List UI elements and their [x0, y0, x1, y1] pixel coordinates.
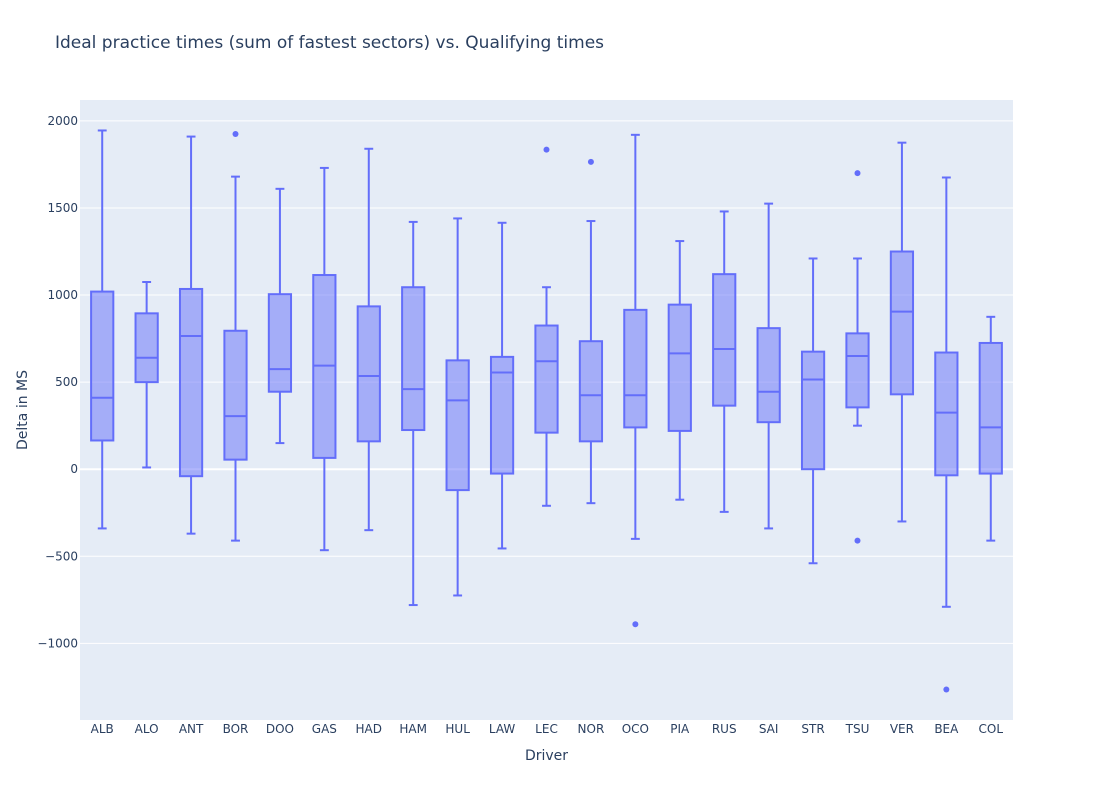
iqr-box [401, 286, 426, 432]
outlier-point [854, 170, 861, 177]
x-tick-label: BEA [934, 722, 959, 736]
box-ant [178, 135, 204, 535]
box-law [489, 221, 515, 550]
x-tick-label: COL [979, 722, 1004, 736]
iqr-box [578, 340, 604, 443]
box-str [800, 257, 826, 565]
iqr-box [756, 327, 781, 424]
x-tick-label: PIA [670, 722, 690, 736]
box-oco [623, 133, 648, 628]
x-tick-label: TSU [845, 722, 870, 736]
iqr-box [223, 329, 248, 461]
y-axis-ticks: −1000 −500 0 500 1000 1500 2000 [37, 114, 78, 650]
y-tick-label: 1000 [47, 288, 78, 302]
x-tick-label: ANT [179, 722, 204, 736]
y-tick-label: 500 [55, 375, 78, 389]
y-tick-label: −500 [45, 549, 78, 563]
iqr-box [534, 324, 559, 434]
y-tick-label: 0 [70, 462, 78, 476]
x-tick-label: HAM [399, 722, 427, 736]
x-axis-title: Driver [525, 748, 568, 764]
chart-title: Ideal practice times (sum of fastest sec… [55, 33, 605, 53]
box-lec [534, 146, 559, 507]
iqr-box [623, 308, 648, 429]
iqr-box [978, 341, 1003, 475]
box-hul [445, 217, 470, 597]
box-pia [667, 240, 692, 501]
x-tick-label: LAW [489, 722, 516, 736]
iqr-box [712, 273, 737, 407]
y-tick-label: 1500 [47, 201, 78, 215]
box-series [90, 129, 1003, 693]
x-tick-label: HAD [356, 722, 382, 736]
x-tick-label: HUL [445, 722, 470, 736]
outlier-point [543, 146, 550, 153]
iqr-box [90, 290, 115, 442]
box-nor [578, 158, 604, 505]
box-alo [134, 280, 159, 469]
box-bea [934, 176, 959, 693]
x-tick-label: BOR [223, 722, 249, 736]
outlier-point [943, 686, 950, 693]
box-ver [889, 141, 915, 523]
outlier-point [854, 537, 861, 544]
box-alb [90, 129, 115, 530]
x-tick-label: RUS [712, 722, 737, 736]
outlier-point [232, 130, 239, 137]
iqr-box [667, 303, 692, 432]
box-tsu [845, 170, 870, 544]
x-tick-label: OCO [622, 722, 649, 736]
outlier-point [587, 158, 594, 165]
x-tick-label: STR [801, 722, 824, 736]
iqr-box [800, 350, 826, 471]
x-tick-label: ALO [135, 722, 159, 736]
iqr-box [178, 287, 204, 478]
x-tick-label: LEC [535, 722, 558, 736]
x-tick-label: NOR [578, 722, 605, 736]
x-tick-label: ALB [91, 722, 114, 736]
x-tick-label: DOO [266, 722, 294, 736]
iqr-box [267, 293, 293, 393]
x-tick-label: SAI [759, 722, 779, 736]
x-tick-label: GAS [312, 722, 337, 736]
outlier-point [632, 621, 639, 628]
iqr-box [934, 351, 959, 477]
box-gas [312, 166, 337, 552]
y-tick-label: −1000 [37, 636, 78, 650]
box-ham [401, 220, 426, 607]
x-tick-label: VER [890, 722, 914, 736]
x-axis-ticks: ALB ALO ANT BOR DOO GAS HAD HAM HUL LAW LEC NOR OCO P… [91, 722, 1004, 736]
y-tick-label: 2000 [47, 114, 78, 128]
iqr-box [134, 312, 159, 384]
box-had [356, 147, 381, 532]
box-bor [223, 130, 248, 542]
box-sai [756, 202, 781, 530]
box-doo [267, 187, 293, 445]
iqr-box [889, 250, 915, 396]
iqr-box [489, 355, 515, 475]
box-rus [712, 210, 737, 513]
iqr-box [845, 332, 870, 409]
box-col [978, 315, 1003, 542]
iqr-box [445, 359, 470, 492]
y-axis-title: Delta in MS [15, 370, 31, 450]
iqr-box [356, 305, 381, 443]
